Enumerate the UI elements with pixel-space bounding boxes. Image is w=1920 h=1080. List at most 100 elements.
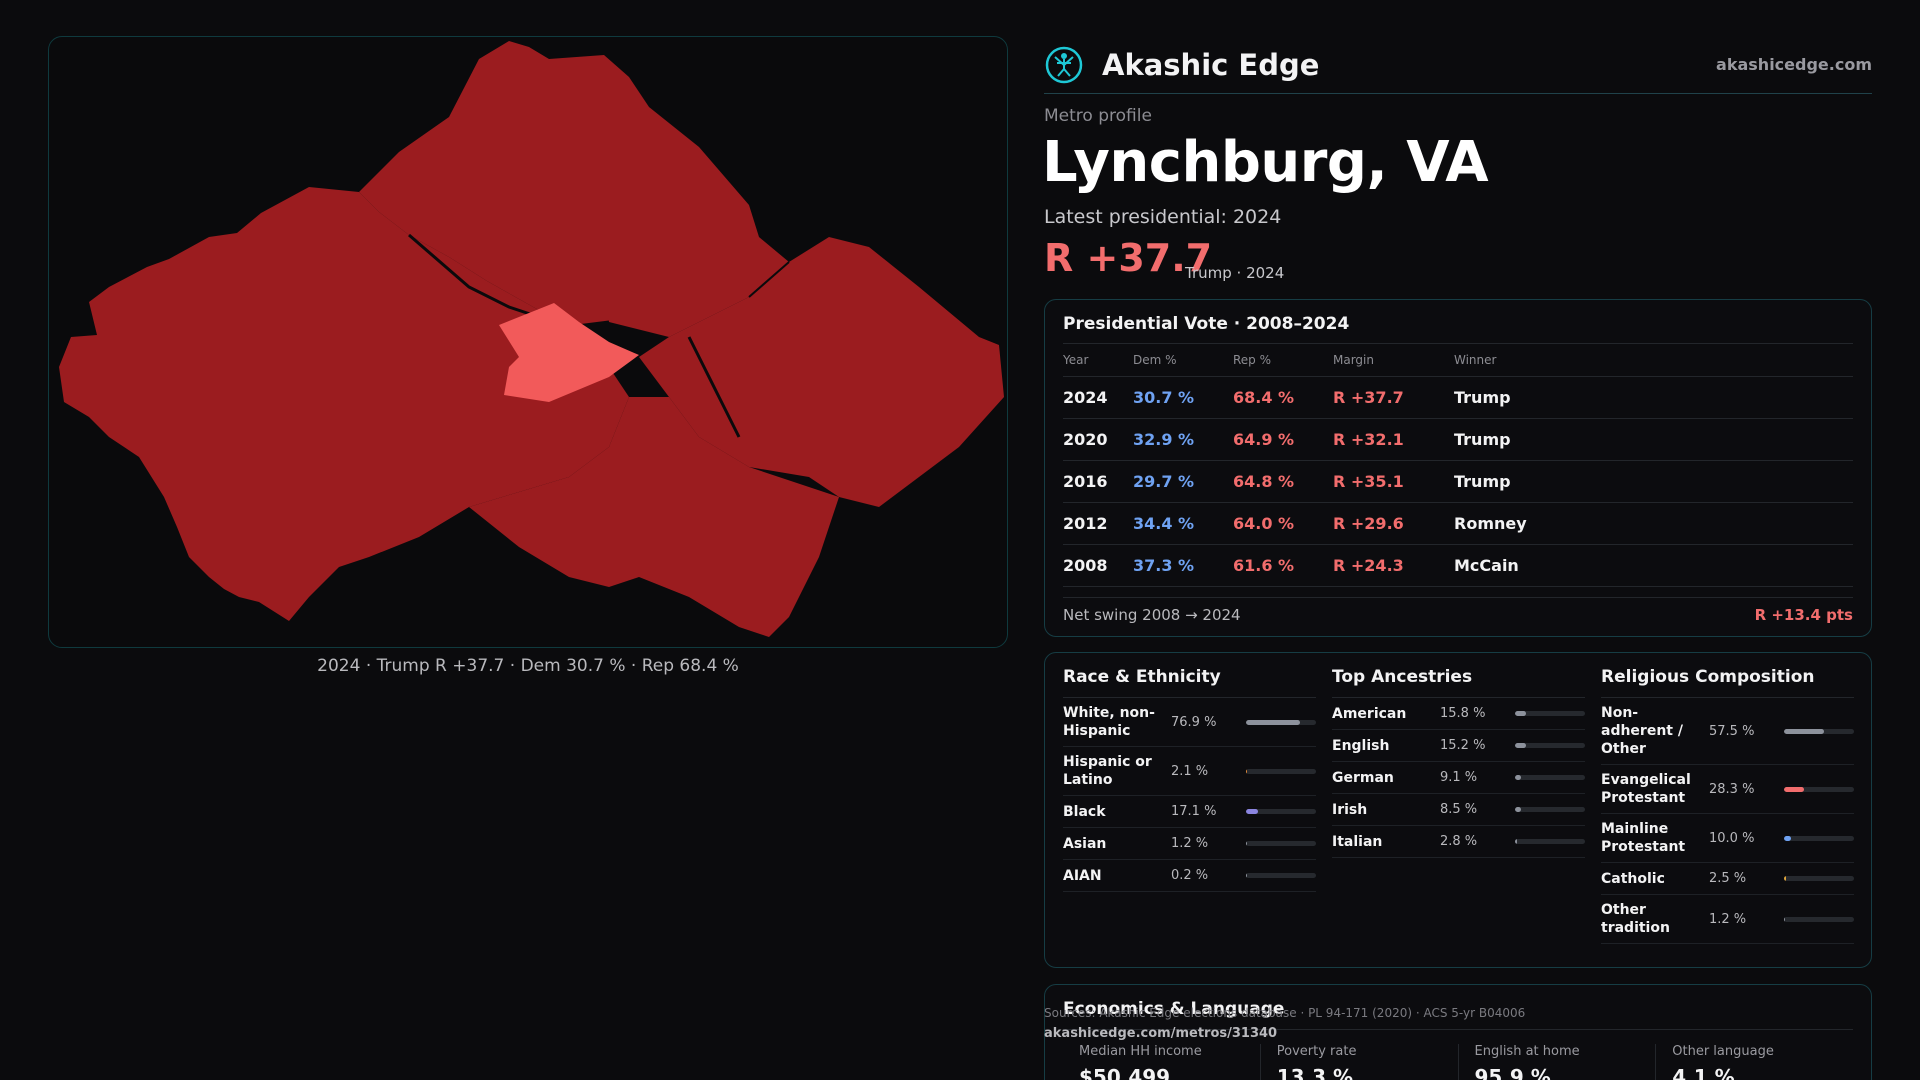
econ-value: 4.1 % — [1672, 1065, 1735, 1080]
akashic-logo-icon — [1045, 46, 1083, 83]
cell-dem: 29.7 % — [1133, 460, 1233, 503]
share-bar — [1784, 786, 1854, 792]
share-bar — [1515, 775, 1585, 780]
map-caption: 2024 · Trump R +37.7 · Dem 30.7 % · Rep … — [317, 656, 739, 676]
county-border — [687, 336, 741, 438]
col-rep: Rep % — [1233, 344, 1333, 377]
cell-dem: 37.3 % — [1133, 544, 1233, 587]
race-title: Race & Ethnicity — [1063, 667, 1316, 698]
economics-grid: Median HH income $50,499 Poverty rate 13… — [1063, 1044, 1853, 1080]
brand-name[interactable]: Akashic Edge — [1102, 47, 1320, 82]
list-item-percent: 76.9 % — [1171, 714, 1217, 730]
list-item-label: German — [1332, 769, 1394, 786]
list-item-percent: 10.0 % — [1709, 830, 1755, 846]
list-item-percent: 1.2 % — [1709, 911, 1747, 927]
share-bar — [1515, 743, 1585, 748]
list-item-percent: 15.8 % — [1440, 706, 1486, 721]
economics-title: Economics & Language — [1063, 999, 1853, 1030]
list-item-percent: 9.1 % — [1440, 770, 1478, 785]
cell-rep: 68.4 % — [1233, 376, 1333, 419]
brand-bar: Akashic Edge akashicedge.com — [1044, 36, 1872, 94]
net-swing-row: Net swing 2008 → 2024 R +13.4 pts — [1063, 596, 1853, 624]
brand-url-link[interactable]: akashicedge.com — [1716, 55, 1872, 74]
share-bar — [1515, 807, 1585, 812]
list-item: Evangelical Protestant 28.3 % — [1601, 765, 1854, 814]
cell-dem: 30.7 % — [1133, 376, 1233, 419]
page-kicker: Metro profile — [1044, 106, 1152, 126]
latest-margin-sub: Trump · 2024 — [1185, 264, 1285, 282]
cell-dem: 32.9 % — [1133, 418, 1233, 461]
cell-rep: 64.9 % — [1233, 418, 1333, 461]
list-item-label: Black — [1063, 803, 1106, 820]
net-swing-value: R +13.4 pts — [1754, 605, 1853, 624]
share-bar — [1784, 835, 1854, 841]
list-item-percent: 17.1 % — [1171, 804, 1217, 819]
list-item: White, non-Hispanic 76.9 % — [1063, 698, 1316, 747]
cell-year: 2020 — [1063, 418, 1133, 461]
economics-card: Economics & Language Median HH income $5… — [1044, 984, 1872, 1080]
cell-year: 2008 — [1063, 544, 1133, 587]
share-bar — [1246, 841, 1316, 846]
list-item-label: Hispanic or Latino — [1063, 754, 1152, 788]
list-item-label: English — [1332, 737, 1390, 754]
city-lynchburg[interactable] — [499, 303, 639, 402]
share-bar — [1784, 728, 1854, 734]
county-east[interactable] — [639, 237, 1004, 507]
ancestry-title: Top Ancestries — [1332, 667, 1585, 698]
county-southeast[interactable] — [469, 397, 839, 637]
list-item-percent: 2.1 % — [1171, 763, 1209, 779]
cell-year: 2016 — [1063, 460, 1133, 503]
latest-presidential-label: Latest presidential: 2024 — [1044, 206, 1282, 228]
list-item-label: Catholic — [1601, 870, 1665, 887]
share-bar-fill — [1246, 841, 1248, 846]
ancestry-column: Top Ancestries American 15.8 % English 15.2… — [1332, 667, 1585, 967]
share-bar-fill — [1246, 719, 1300, 725]
county-map[interactable] — [48, 36, 1008, 648]
share-bar-fill — [1784, 835, 1791, 841]
cell-rep: 61.6 % — [1233, 544, 1333, 587]
table-row: 2020 32.9 % 64.9 % R +32.1 Trump — [1063, 418, 1853, 461]
presidential-vote-card: Presidential Vote · 2008–2024 Year Dem %… — [1044, 299, 1872, 637]
county-north[interactable] — [359, 41, 789, 337]
cell-winner: McCain — [1454, 544, 1853, 587]
econ-label: Median HH income — [1079, 1044, 1202, 1059]
share-bar-fill — [1515, 839, 1517, 844]
list-item-label: AIAN — [1063, 867, 1102, 884]
share-bar-fill — [1515, 743, 1526, 748]
list-item: Mainline Protestant 10.0 % — [1601, 814, 1854, 863]
list-item: Hispanic or Latino 2.1 % — [1063, 747, 1316, 796]
econ-cell: English at home 95.9 % — [1459, 1044, 1657, 1080]
cell-dem: 34.4 % — [1133, 502, 1233, 545]
page-url-link[interactable]: akashicedge.com/metros/31340 — [1044, 1026, 1278, 1041]
table-row: 2024 30.7 % 68.4 % R +37.7 Trump — [1063, 376, 1853, 419]
cell-year: 2024 — [1063, 376, 1133, 419]
share-bar — [1246, 719, 1316, 725]
share-bar-fill — [1784, 728, 1825, 734]
cell-winner: Trump — [1454, 460, 1853, 503]
share-bar-fill — [1515, 711, 1527, 716]
list-item-label: Non-adherent / Other — [1601, 705, 1683, 757]
table-row: 2008 37.3 % 61.6 % R +24.3 McCain — [1063, 544, 1853, 587]
col-dem: Dem % — [1133, 344, 1233, 377]
county-map-svg — [59, 41, 1004, 637]
cell-margin: R +29.6 — [1333, 502, 1454, 545]
list-item-label: White, non-Hispanic — [1063, 705, 1155, 739]
list-item-label: Italian — [1332, 833, 1383, 850]
list-item: German 9.1 % — [1332, 762, 1585, 794]
list-item: Non-adherent / Other 57.5 % — [1601, 698, 1854, 765]
net-swing-label: Net swing 2008 → 2024 — [1063, 605, 1241, 624]
list-item: English 15.2 % — [1332, 730, 1585, 762]
econ-label: Other language — [1672, 1044, 1774, 1059]
list-item-percent: 28.3 % — [1709, 781, 1755, 797]
cell-winner: Trump — [1454, 418, 1853, 461]
econ-cell: Median HH income $50,499 — [1063, 1044, 1261, 1080]
share-bar-fill — [1515, 807, 1521, 812]
econ-value: 13.3 % — [1276, 1065, 1354, 1080]
col-winner: Winner — [1454, 344, 1853, 377]
share-bar — [1246, 768, 1316, 774]
cell-winner: Trump — [1454, 376, 1853, 419]
list-item-label: Asian — [1063, 835, 1107, 852]
list-item-percent: 2.8 % — [1440, 834, 1478, 849]
list-item-label: Evangelical Protestant — [1601, 772, 1691, 806]
list-item: Italian 2.8 % — [1332, 826, 1585, 858]
